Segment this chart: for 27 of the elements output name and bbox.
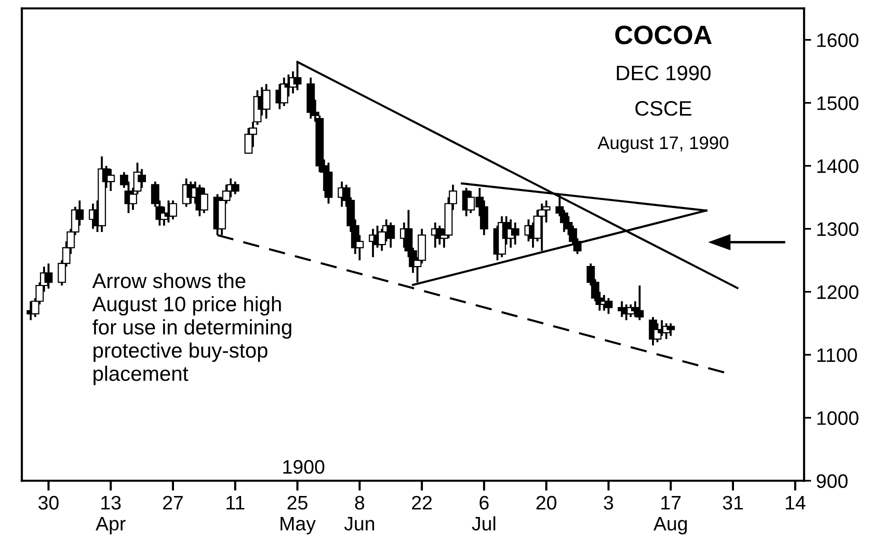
x-tick-label: 13 Apr xyxy=(96,496,126,534)
y-tick-label: 900 xyxy=(816,474,848,488)
x-tick-label: 31 xyxy=(722,496,743,510)
annotation: 1900 xyxy=(283,460,324,474)
annotation: Arrow shows the August 10 price high for use in determining protective buy-stop placement xyxy=(92,272,292,386)
x-tick-label: 6 Jul xyxy=(472,496,496,531)
x-tick-label: 14 xyxy=(786,496,806,510)
x-tick-label: 25 May xyxy=(280,496,316,534)
x-tick-label: 17 Aug xyxy=(653,496,687,534)
y-tick-label: 1400 xyxy=(817,159,858,174)
y-tick-label: 1500 xyxy=(817,96,858,110)
x-tick-label: 22 xyxy=(412,496,432,510)
x-tick-label: 27 xyxy=(163,496,183,510)
annotation: CSCE xyxy=(635,101,692,116)
text: COCOA xyxy=(615,26,712,44)
y-tick-label: 1300 xyxy=(817,222,858,236)
y-tick-label: 1100 xyxy=(817,348,857,362)
x-tick-label: 8 Jun xyxy=(344,496,374,531)
x-tick-label: 30 xyxy=(38,496,59,510)
annotation: August 17, 1990 xyxy=(598,136,728,153)
y-tick-label: 1000 xyxy=(817,411,858,425)
y-tick-label: 1600 xyxy=(817,33,858,48)
x-tick-label: 11 xyxy=(226,496,244,510)
text: DEC 1990 xyxy=(616,66,711,80)
x-tick-label: 20 xyxy=(536,496,556,510)
x-tick-label: 3 xyxy=(604,496,614,510)
y-tick-label: 1200 xyxy=(817,285,858,300)
